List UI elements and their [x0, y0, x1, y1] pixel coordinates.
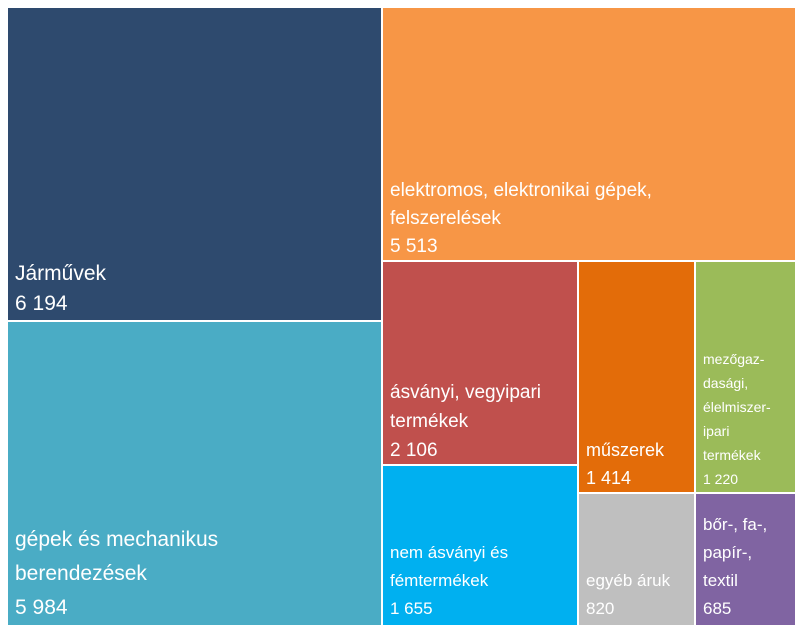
treemap-tile: bőr-, fa-, papír-, textil 685: [696, 494, 795, 625]
treemap-category-label: papír-,: [703, 543, 752, 562]
treemap-category-label: gépek és mechanikus: [15, 528, 218, 551]
treemap-category-label: termékek: [703, 447, 762, 463]
treemap-category-label: nem ásványi és: [390, 543, 508, 562]
treemap-tile: Járművek 6 194: [8, 8, 381, 320]
treemap-tile: gépek és mechanikus berendezések 5 984: [8, 322, 381, 625]
treemap-category-label: dasági,: [703, 375, 748, 391]
treemap-category-label: ipari: [703, 423, 729, 439]
treemap-value-label: 1 220: [703, 471, 738, 487]
treemap-category-label: Járművek: [15, 262, 107, 285]
treemap-category-label: ásványi, vegyipari: [390, 382, 541, 403]
treemap-tile: műszerek 1 414: [579, 262, 694, 492]
treemap-category-label: műszerek: [586, 440, 665, 460]
treemap-value-label: 5 513: [390, 236, 438, 257]
treemap-tile-rect: [383, 262, 577, 464]
treemap-tile: mezőgaz-dasági, élelmiszer-ipari termékek 1…: [696, 262, 795, 492]
treemap-tile: nem ásványi és fémtermékek 1 655: [383, 466, 577, 625]
treemap-category-label: bőr-, fa-,: [703, 515, 767, 534]
treemap-tile-rect: [383, 8, 795, 260]
treemap-value-label: 1 414: [586, 468, 631, 488]
treemap-tile-rect: [383, 466, 577, 625]
treemap-tile-rect: [579, 494, 694, 625]
treemap-tile: ásványi, vegyipari termékek 2 106: [383, 262, 577, 464]
treemap-tile-rect: [8, 322, 381, 625]
treemap-tile-rect: [696, 494, 795, 625]
treemap-category-label: egyéb áruk: [586, 571, 671, 590]
treemap-tiles: Járművek 6 194 gépek és mechanikus berendez…: [8, 8, 795, 625]
treemap-category-label: berendezések: [15, 562, 147, 585]
treemap-value-label: 1 655: [390, 599, 433, 618]
treemap-value-label: 6 194: [15, 292, 68, 315]
treemap-tile: elektromos, elektronikai gépek, felszerel…: [383, 8, 795, 260]
treemap-category-label: felszerelések: [390, 208, 501, 229]
treemap-tile: egyéb áruk 820: [579, 494, 694, 625]
treemap-value-label: 5 984: [15, 596, 68, 619]
treemap-category-label: elektromos, elektronikai gépek,: [390, 180, 652, 201]
treemap-category-label: mezőgaz-: [703, 351, 765, 367]
treemap-tile-rect: [696, 262, 795, 492]
treemap-category-label: textil: [703, 571, 738, 590]
treemap-value-label: 685: [703, 599, 731, 618]
treemap-tile-rect: [8, 8, 381, 320]
treemap-value-label: 820: [586, 599, 614, 618]
treemap-tile-rect: [579, 262, 694, 492]
treemap-value-label: 2 106: [390, 440, 438, 461]
treemap-category-label: termékek: [390, 411, 469, 432]
treemap-category-label: élelmiszer-: [703, 399, 771, 415]
treemap-category-label: fémtermékek: [390, 571, 489, 590]
